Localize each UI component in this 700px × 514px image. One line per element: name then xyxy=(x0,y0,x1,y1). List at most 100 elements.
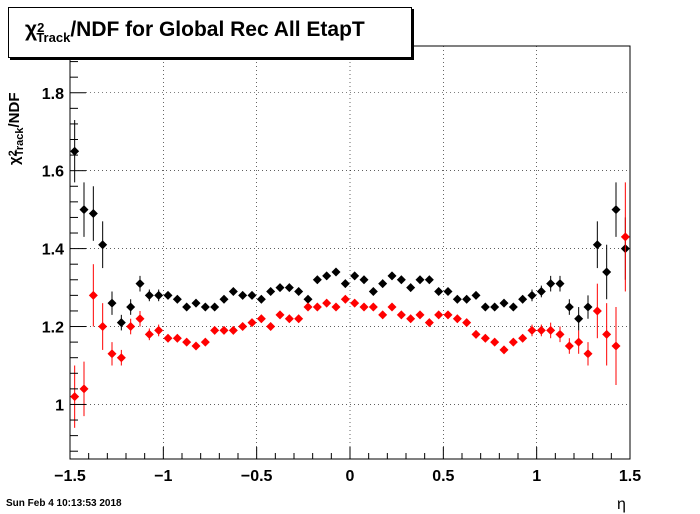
data-point xyxy=(135,314,145,324)
data-point xyxy=(434,310,444,320)
data-point xyxy=(406,314,416,324)
data-point xyxy=(256,314,266,324)
data-point xyxy=(583,349,593,359)
data-point xyxy=(163,333,173,343)
data-point xyxy=(518,333,528,343)
data-point xyxy=(238,290,248,300)
data-point xyxy=(378,279,388,289)
y-tick-label: 1.6 xyxy=(42,164,64,181)
data-point xyxy=(583,302,593,312)
data-point xyxy=(116,353,126,363)
x-tick-label: 1 xyxy=(532,468,541,485)
chart-title: χ2Track/NDF for Global Rec All EtapT xyxy=(25,18,365,45)
y-tick-label: 1 xyxy=(55,397,64,414)
data-point xyxy=(564,302,574,312)
data-point xyxy=(294,286,304,296)
data-point xyxy=(546,279,556,289)
y-axis-label: χ2Track/NDF xyxy=(6,92,26,165)
data-point xyxy=(266,322,276,332)
data-point xyxy=(490,302,500,312)
data-point xyxy=(219,294,229,304)
data-point xyxy=(378,310,388,320)
data-point xyxy=(322,271,332,281)
data-point xyxy=(256,294,266,304)
data-point xyxy=(340,279,350,289)
data-marks xyxy=(70,120,630,428)
data-point xyxy=(266,286,276,296)
data-point xyxy=(350,298,360,308)
data-point xyxy=(499,298,509,308)
data-point xyxy=(490,337,500,347)
data-point xyxy=(154,325,164,335)
data-point xyxy=(396,310,406,320)
data-point xyxy=(200,302,210,312)
data-point xyxy=(275,310,285,320)
data-point xyxy=(312,275,322,285)
data-point xyxy=(172,294,182,304)
data-point xyxy=(574,337,584,347)
grid-lines xyxy=(69,46,631,459)
data-point xyxy=(415,275,425,285)
data-point xyxy=(452,294,462,304)
data-point xyxy=(499,345,509,355)
data-point xyxy=(350,271,360,281)
data-point xyxy=(200,337,210,347)
data-point xyxy=(555,279,565,289)
data-point xyxy=(154,290,164,300)
data-point xyxy=(602,267,612,277)
data-point xyxy=(592,306,602,316)
data-point xyxy=(471,290,481,300)
data-point xyxy=(508,337,518,347)
x-tick-label: 0.5 xyxy=(432,468,454,485)
data-point xyxy=(527,325,537,335)
data-point xyxy=(574,314,584,324)
data-point xyxy=(247,318,257,328)
data-point xyxy=(471,329,481,339)
data-point xyxy=(555,329,565,339)
data-point xyxy=(247,290,257,300)
data-point xyxy=(172,333,182,343)
data-point xyxy=(79,205,89,215)
data-point xyxy=(546,325,556,335)
data-point xyxy=(480,333,490,343)
data-point xyxy=(312,302,322,312)
data-point xyxy=(518,294,528,304)
data-point xyxy=(620,232,630,242)
data-point xyxy=(564,341,574,351)
data-point xyxy=(331,302,341,312)
x-axis-label: η xyxy=(617,496,626,513)
data-point xyxy=(443,310,453,320)
plot-frame xyxy=(69,45,631,460)
data-point xyxy=(191,298,201,308)
data-point xyxy=(322,298,332,308)
data-point xyxy=(452,314,462,324)
x-tick-label: −1 xyxy=(154,468,172,485)
data-point xyxy=(294,314,304,324)
title-box: χ2Track/NDF for Global Rec All EtapT xyxy=(8,7,412,58)
timestamp: Sun Feb 4 10:13:53 2018 xyxy=(6,498,122,509)
data-point xyxy=(116,318,126,328)
data-point xyxy=(387,302,397,312)
axis-ticks: −1.5 −1 −0.5 0 0.5 1 1.5 1 1.2 1.4 1.6 1.8 xyxy=(42,45,641,485)
data-point xyxy=(359,302,369,312)
data-point xyxy=(228,286,238,296)
data-point xyxy=(107,349,117,359)
data-point xyxy=(368,286,378,296)
data-point xyxy=(144,290,154,300)
data-point xyxy=(210,325,220,335)
data-point xyxy=(434,286,444,296)
data-point xyxy=(88,209,98,219)
data-point xyxy=(238,322,248,332)
data-point xyxy=(331,267,341,277)
data-point xyxy=(602,329,612,339)
data-point xyxy=(611,341,621,351)
data-point xyxy=(284,283,294,293)
x-tick-label: −0.5 xyxy=(241,468,273,485)
data-point xyxy=(368,302,378,312)
data-point xyxy=(387,271,397,281)
data-point xyxy=(424,275,434,285)
data-point xyxy=(79,384,89,394)
data-point xyxy=(126,302,136,312)
data-point xyxy=(70,146,80,156)
